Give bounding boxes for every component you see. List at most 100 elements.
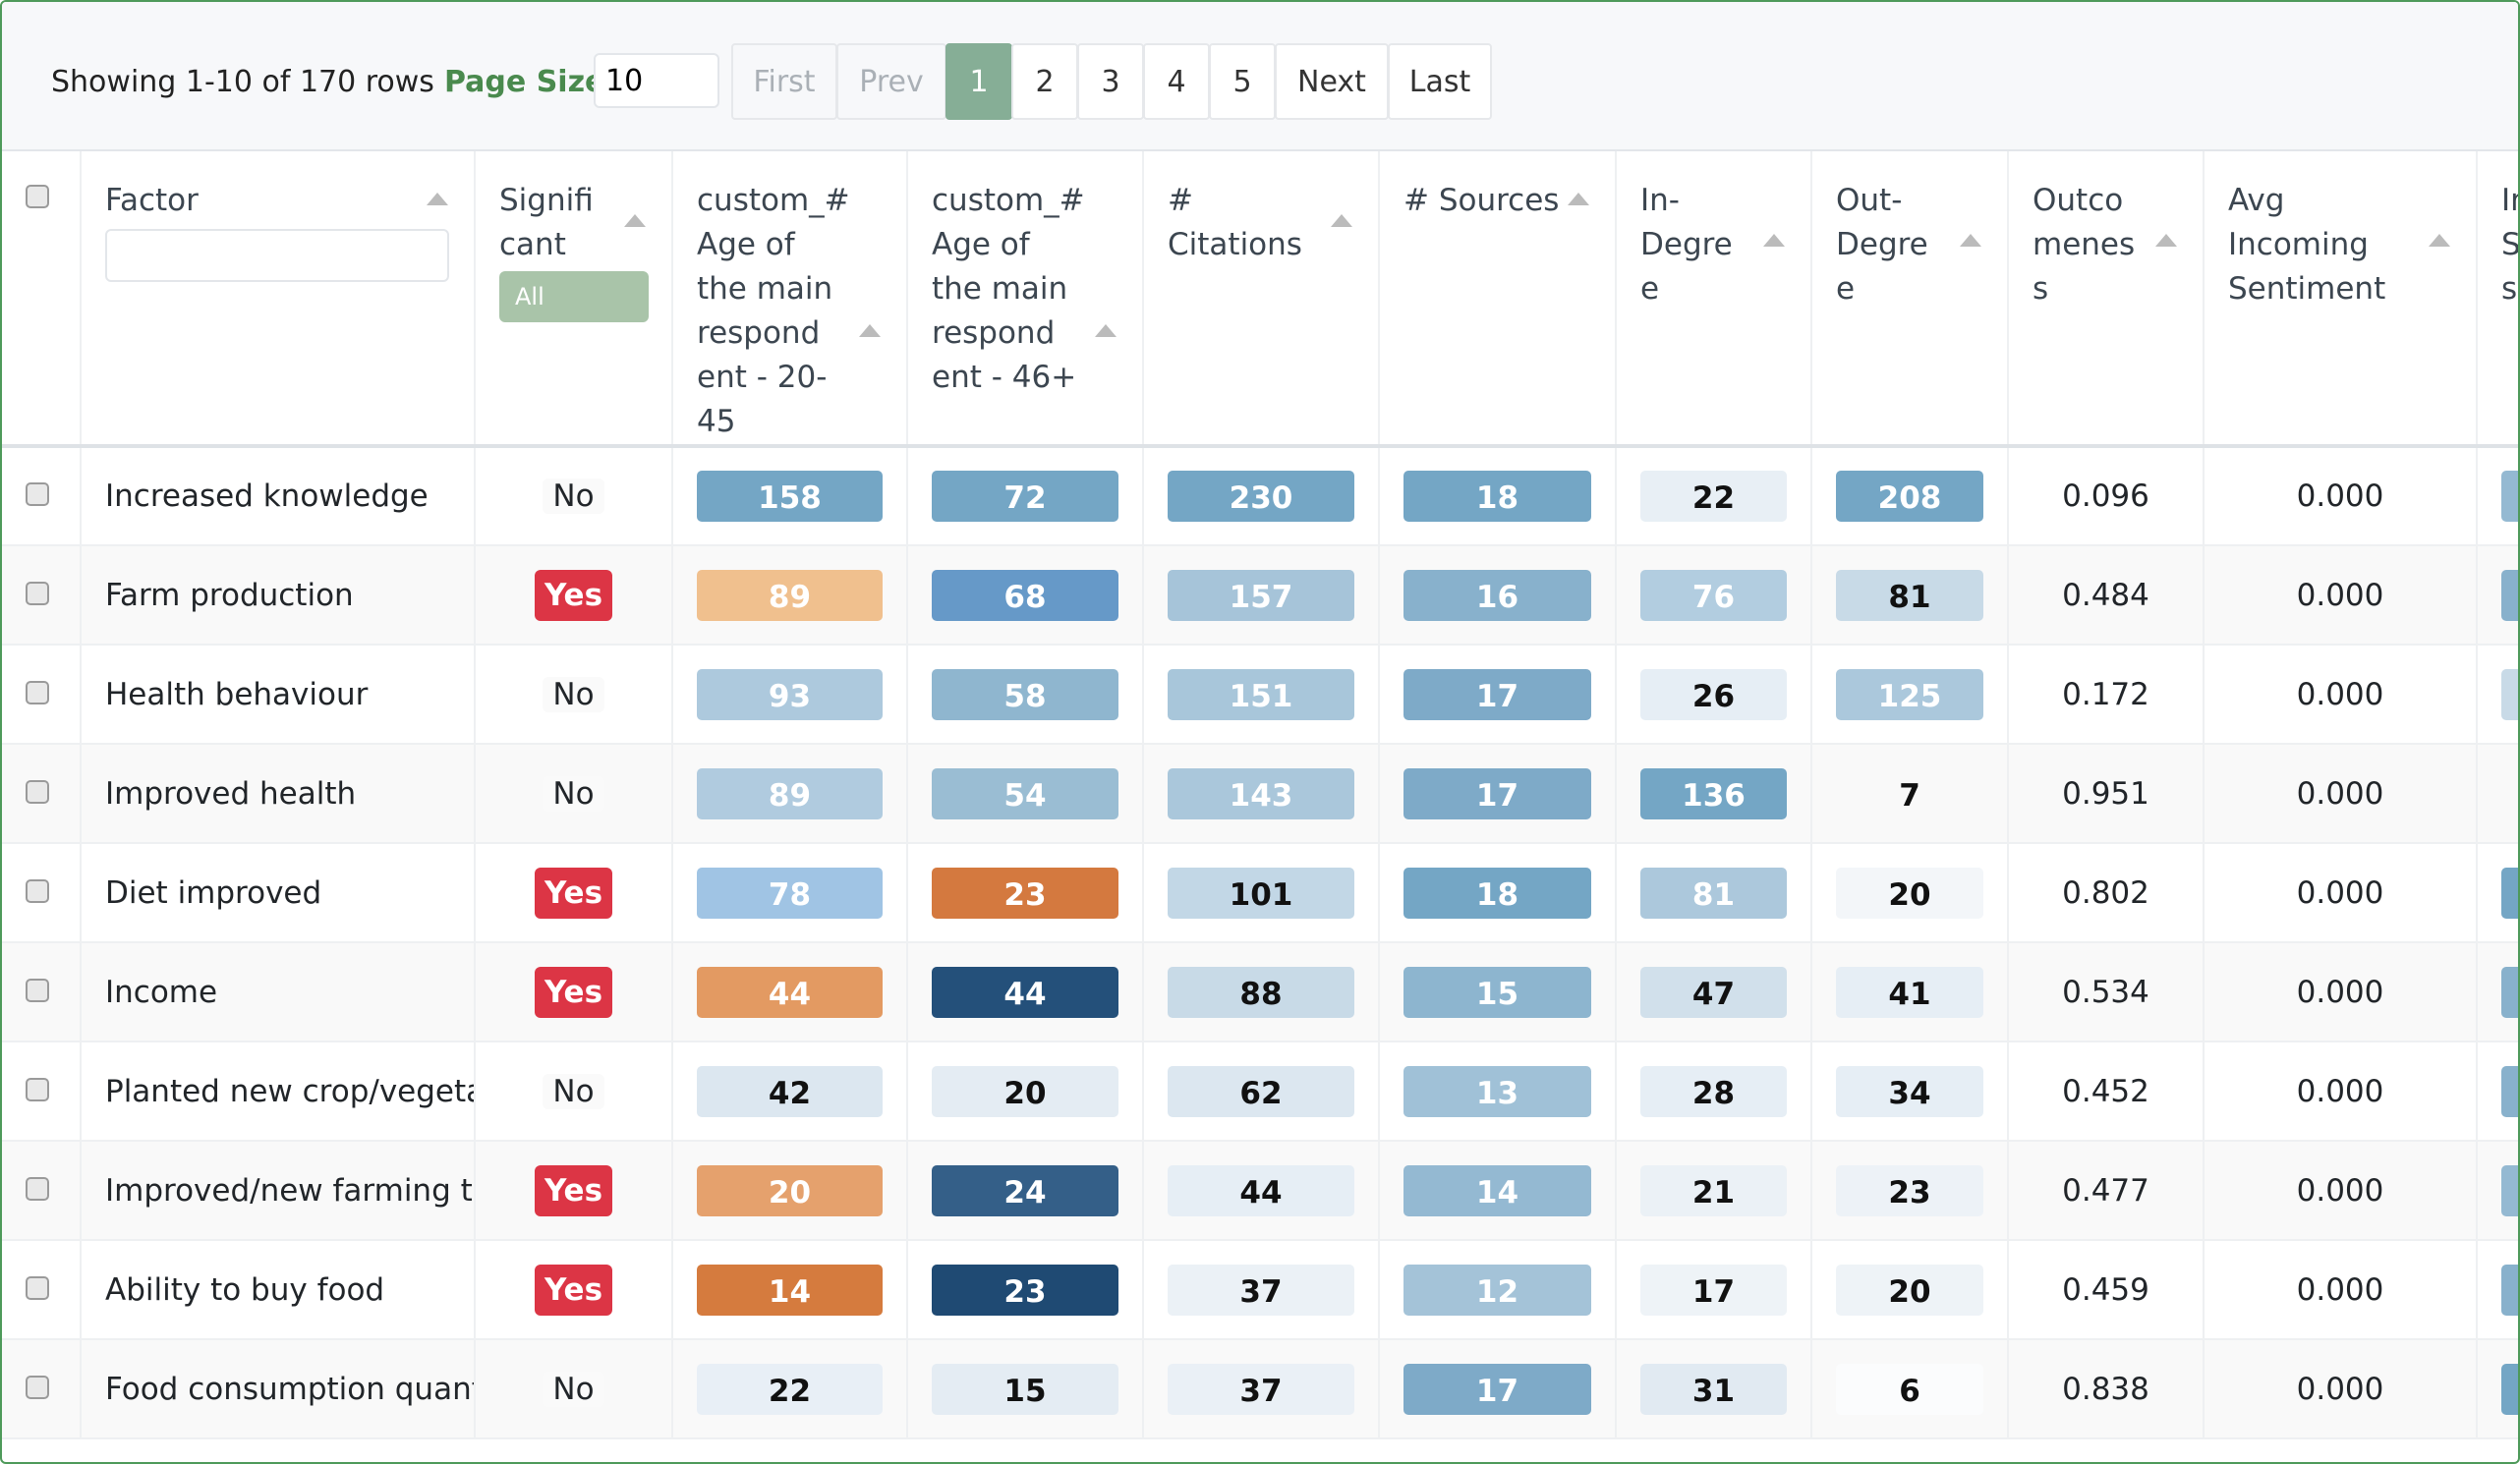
col-outcomeness[interactable]: Outco menes s: [2008, 151, 2205, 448]
factor-cell[interactable]: Diet improved: [81, 843, 476, 943]
col-citations-label: # Citations: [1168, 183, 1302, 262]
row-checkbox[interactable]: [26, 581, 49, 605]
page-button-3[interactable]: 3: [1077, 43, 1144, 120]
sort-icon[interactable]: [1568, 193, 1589, 205]
sort-icon[interactable]: [1095, 324, 1117, 337]
outcomeness-cell: 0.096: [2008, 446, 2205, 546]
page-button-1[interactable]: 1: [945, 43, 1012, 120]
col-next[interactable]: In S s: [2477, 151, 2518, 448]
sort-icon[interactable]: [624, 214, 646, 227]
out-degree-cell: 34: [1811, 1042, 2009, 1142]
page-button-next[interactable]: Next: [1275, 43, 1389, 120]
sort-icon[interactable]: [1331, 214, 1352, 227]
avg-sentiment-cell: 0.000: [2204, 1240, 2478, 1340]
sort-icon[interactable]: [427, 193, 448, 205]
sort-icon[interactable]: [1763, 234, 1785, 247]
avg-sentiment-cell: 0.000: [2204, 744, 2478, 844]
row-checkbox[interactable]: [26, 1275, 49, 1300]
significant-cell: Yes: [475, 1141, 673, 1241]
row-checkbox[interactable]: [26, 878, 49, 903]
col-age-46-plus-label: custom_# Age of the main respond ent - 4…: [932, 183, 1085, 395]
factor-cell[interactable]: Health behaviour: [81, 645, 476, 745]
pagination-toolbar: Showing 1-10 of 170 rows Page Size First…: [2, 2, 2518, 151]
sources-value: 12: [1403, 1264, 1591, 1316]
factor-cell[interactable]: Farm production: [81, 545, 476, 646]
factor-cell[interactable]: Food consumption quantit: [81, 1339, 476, 1439]
page-button-4[interactable]: 4: [1143, 43, 1210, 120]
page-size-input[interactable]: [594, 53, 719, 108]
sources-value: 17: [1403, 668, 1591, 720]
select-all-checkbox[interactable]: [26, 185, 49, 208]
age-46-plus-value: 72: [932, 471, 1118, 522]
row-checkbox[interactable]: [26, 1176, 49, 1201]
out-degree-value: 208: [1836, 471, 1983, 522]
age-46-plus-cell: 58: [907, 645, 1144, 745]
col-citations[interactable]: # Citations: [1143, 151, 1380, 448]
next-value: [2501, 1363, 2518, 1415]
row-checkbox[interactable]: [26, 1375, 49, 1399]
sources-cell: 13: [1379, 1042, 1617, 1142]
row-checkbox[interactable]: [26, 680, 49, 704]
page-button-prev[interactable]: Prev: [836, 43, 946, 120]
col-sources[interactable]: # Sources: [1379, 151, 1617, 448]
page-button-5[interactable]: 5: [1209, 43, 1276, 120]
next-value: [2501, 668, 2518, 720]
factor-cell[interactable]: Improved/new farming tec: [81, 1141, 476, 1241]
row-checkbox[interactable]: [26, 978, 49, 1002]
age-20-45-cell: 42: [672, 1042, 908, 1142]
age-20-45-value: 20: [697, 1164, 883, 1216]
col-out-degree[interactable]: Out-Degre e: [1811, 151, 2009, 448]
page-button-last[interactable]: Last: [1388, 43, 1492, 120]
age-20-45-cell: 78: [672, 843, 908, 943]
row-checkbox[interactable]: [26, 1077, 49, 1101]
col-in-degree[interactable]: In-Degre e: [1616, 151, 1812, 448]
avg-sentiment-cell: 0.000: [2204, 1042, 2478, 1142]
out-degree-cell: 208: [1811, 446, 2009, 546]
factor-cell[interactable]: Increased knowledge: [81, 446, 476, 546]
factor-cell[interactable]: Income: [81, 942, 476, 1042]
out-degree-value: 20: [1836, 867, 1983, 919]
avg-sentiment-cell: 0.000: [2204, 843, 2478, 943]
citations-cell: 37: [1143, 1240, 1380, 1340]
sort-icon[interactable]: [1960, 234, 1981, 247]
pagination: First Prev 1 2 3 4 5 Next Last: [731, 43, 1492, 120]
in-degree-value: 31: [1640, 1363, 1787, 1415]
factor-filter-input[interactable]: [105, 229, 449, 282]
col-avg-sentiment-label: Avg Incoming Sentiment: [2228, 183, 2386, 307]
page-button-2[interactable]: 2: [1011, 43, 1078, 120]
col-age-46-plus[interactable]: custom_# Age of the main respond ent - 4…: [907, 151, 1144, 448]
sort-icon[interactable]: [2155, 234, 2177, 247]
factor-cell[interactable]: Planted new crop/vegetabl: [81, 1042, 476, 1142]
factor-cell[interactable]: Ability to buy food: [81, 1240, 476, 1340]
col-significant[interactable]: Signifi cant All: [475, 151, 673, 448]
in-degree-value: 76: [1640, 569, 1787, 621]
outcomeness-cell: 0.452: [2008, 1042, 2205, 1142]
sources-cell: 17: [1379, 1339, 1617, 1439]
in-degree-cell: 22: [1616, 446, 1812, 546]
citations-cell: 143: [1143, 744, 1380, 844]
significant-badge: No: [543, 479, 604, 514]
significant-badge: Yes: [534, 867, 613, 919]
age-20-45-cell: 22: [672, 1339, 908, 1439]
sort-icon[interactable]: [859, 324, 881, 337]
col-age-20-45[interactable]: custom_# Age of the main respond ent - 2…: [672, 151, 908, 448]
citations-cell: 151: [1143, 645, 1380, 745]
row-checkbox[interactable]: [26, 482, 49, 506]
sources-value: 17: [1403, 767, 1591, 819]
sort-icon[interactable]: [2429, 234, 2450, 247]
page-button-first[interactable]: First: [731, 43, 837, 120]
significant-badge: No: [543, 676, 604, 712]
col-avg-sentiment[interactable]: Avg Incoming Sentiment: [2204, 151, 2478, 448]
in-degree-value: 26: [1640, 668, 1787, 720]
age-46-plus-value: 23: [932, 1264, 1118, 1316]
outcomeness-cell: 0.951: [2008, 744, 2205, 844]
row-select-cell: [2, 1240, 82, 1340]
next-value: [2501, 1065, 2518, 1117]
row-checkbox[interactable]: [26, 779, 49, 804]
significant-filter-select[interactable]: All: [499, 271, 649, 322]
citations-cell: 230: [1143, 446, 1380, 546]
next-cell: [2477, 545, 2518, 646]
col-factor[interactable]: Factor: [81, 151, 476, 448]
factor-cell[interactable]: Improved health: [81, 744, 476, 844]
